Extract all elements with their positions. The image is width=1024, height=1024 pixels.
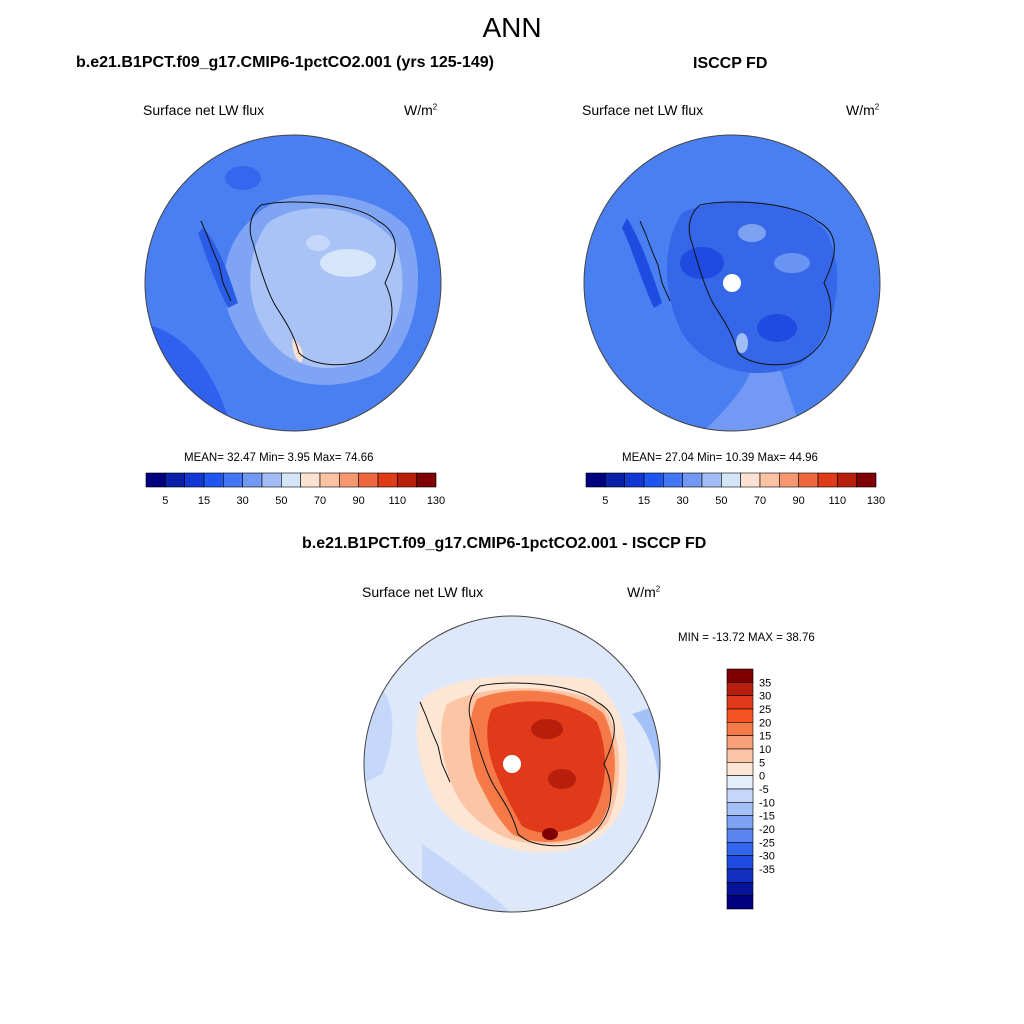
difference-colorbar-tick-label: 30 <box>759 691 771 703</box>
obs-units-label: W/m2 <box>846 102 880 118</box>
difference-colorbar-tick-label: -5 <box>759 784 769 796</box>
model-colorbar-swatch <box>300 472 321 488</box>
difference-units-label: W/m2 <box>627 584 661 600</box>
model-colorbar-tick-label: 130 <box>427 495 445 507</box>
difference-colorbar-swatch <box>726 815 754 830</box>
model-colorbar-swatch <box>397 472 417 488</box>
obs-colorbar-tick-label: 90 <box>793 495 805 507</box>
model-colorbar-swatch <box>416 472 437 488</box>
obs-panel-heading: ISCCP FD <box>693 55 768 72</box>
obs-colorbar: 5 15 30 50 70 90 110 130 <box>585 472 885 507</box>
model-colorbar-swatch <box>319 472 340 488</box>
obs-colorbar-tick-label: 30 <box>677 495 689 507</box>
obs-colorbar-swatch <box>624 472 645 488</box>
model-colorbar-tick-label: 110 <box>389 495 407 507</box>
difference-stats: MIN = -13.72 MAX = 38.76 <box>678 632 815 644</box>
obs-colorbar-tick-label: 70 <box>754 495 766 507</box>
difference-colorbar-swatch <box>726 735 754 750</box>
model-colorbar-swatch <box>165 472 185 488</box>
model-colorbar-swatch <box>203 472 224 488</box>
model-colorbar-tick-label: 15 <box>198 495 210 507</box>
model-colorbar-swatch <box>377 472 398 488</box>
difference-colorbar-tick-label: 20 <box>759 717 771 729</box>
model-colorbar-swatch <box>184 472 205 488</box>
obs-variable-label: Surface net LW flux <box>582 102 704 118</box>
difference-colorbar-swatch <box>726 762 754 776</box>
model-polar-map <box>144 134 442 432</box>
difference-colorbar-tick-label: -35 <box>759 864 775 876</box>
difference-colorbar-swatch <box>726 882 754 896</box>
difference-colorbar-tick-label: 10 <box>759 744 771 756</box>
obs-colorbar-tick-label: 15 <box>638 495 650 507</box>
obs-colorbar-swatch <box>856 472 877 488</box>
model-units-label: W/m2 <box>404 102 438 118</box>
model-colorbar-swatch <box>358 472 379 488</box>
obs-colorbar-tick-label: 5 <box>602 495 608 507</box>
obs-colorbar-tick-label: 50 <box>715 495 727 507</box>
difference-colorbar-swatch <box>726 842 754 856</box>
obs-colorbar-swatch <box>605 472 625 488</box>
obs-colorbar-swatch <box>682 472 703 488</box>
main-title: ANN <box>482 12 542 43</box>
difference-colorbar-swatch <box>726 868 754 883</box>
model-colorbar-swatch <box>261 472 282 488</box>
model-colorbar-tick-label: 70 <box>314 495 326 507</box>
difference-colorbar-swatch <box>726 775 754 790</box>
difference-colorbar-tick-label: 5 <box>759 757 765 769</box>
model-colorbar-tick-label: 90 <box>353 495 365 507</box>
model-panel-heading: b.e21.B1PCT.f09_g17.CMIP6-1pctCO2.001 (y… <box>76 54 494 71</box>
obs-colorbar-swatch <box>585 472 606 488</box>
difference-colorbar-swatch <box>726 855 754 870</box>
obs-colorbar-swatch <box>701 472 722 488</box>
difference-colorbar-swatch <box>726 708 754 723</box>
model-colorbar-swatch <box>242 472 263 488</box>
difference-colorbar-swatch <box>726 722 754 736</box>
difference-variable-label: Surface net LW flux <box>362 584 484 600</box>
difference-colorbar-tick-label: -15 <box>759 811 775 823</box>
difference-colorbar-tick-label: 0 <box>759 771 765 783</box>
difference-colorbar-swatch <box>726 895 754 910</box>
obs-colorbar-swatch <box>837 472 857 488</box>
model-colorbar-swatch <box>223 472 243 488</box>
obs-colorbar-tick-label: 110 <box>829 495 847 507</box>
difference-colorbar-tick-label: -30 <box>759 851 775 863</box>
model-colorbar-swatch <box>145 472 166 488</box>
model-colorbar-swatch <box>281 472 301 488</box>
obs-colorbar-tick-label: 130 <box>867 495 885 507</box>
model-colorbar-tick-label: 30 <box>237 495 249 507</box>
difference-colorbar-swatch <box>726 828 754 843</box>
obs-colorbar-swatch <box>779 472 799 488</box>
model-variable-label: Surface net LW flux <box>143 102 265 118</box>
difference-colorbar-swatch <box>726 802 754 816</box>
difference-colorbar-tick-label: 25 <box>759 704 771 716</box>
obs-colorbar-swatch <box>643 472 664 488</box>
model-colorbar-tick-label: 5 <box>162 495 168 507</box>
difference-colorbar-tick-label: 15 <box>759 731 771 743</box>
obs-polar-map <box>583 134 881 432</box>
difference-colorbar-tick-label: -25 <box>759 837 775 849</box>
model-colorbar-swatch <box>339 472 359 488</box>
difference-colorbar-swatch <box>726 682 754 696</box>
model-colorbar: 5 15 30 50 70 90 110 130 <box>145 472 445 507</box>
obs-colorbar-swatch <box>740 472 761 488</box>
model-stats: MEAN= 32.47 Min= 3.95 Max= 74.66 <box>184 452 374 464</box>
obs-stats: MEAN= 27.04 Min= 10.39 Max= 44.96 <box>622 452 818 464</box>
obs-colorbar-swatch <box>798 472 819 488</box>
obs-colorbar-swatch <box>759 472 780 488</box>
difference-colorbar-swatch <box>726 668 754 683</box>
obs-colorbar-swatch <box>817 472 838 488</box>
difference-panel-heading: b.e21.B1PCT.f09_g17.CMIP6-1pctCO2.001 - … <box>302 535 707 552</box>
model-colorbar-tick-label: 50 <box>275 495 287 507</box>
difference-colorbar-tick-label: 35 <box>759 677 771 689</box>
difference-colorbar-tick-label: -20 <box>759 824 775 836</box>
obs-colorbar-swatch <box>721 472 741 488</box>
difference-colorbar-swatch <box>726 788 754 803</box>
difference-colorbar-swatch <box>726 695 754 710</box>
obs-colorbar-swatch <box>663 472 683 488</box>
difference-colorbar-swatch <box>726 748 754 763</box>
difference-polar-map <box>363 615 661 913</box>
difference-colorbar-tick-label: -10 <box>759 797 775 809</box>
